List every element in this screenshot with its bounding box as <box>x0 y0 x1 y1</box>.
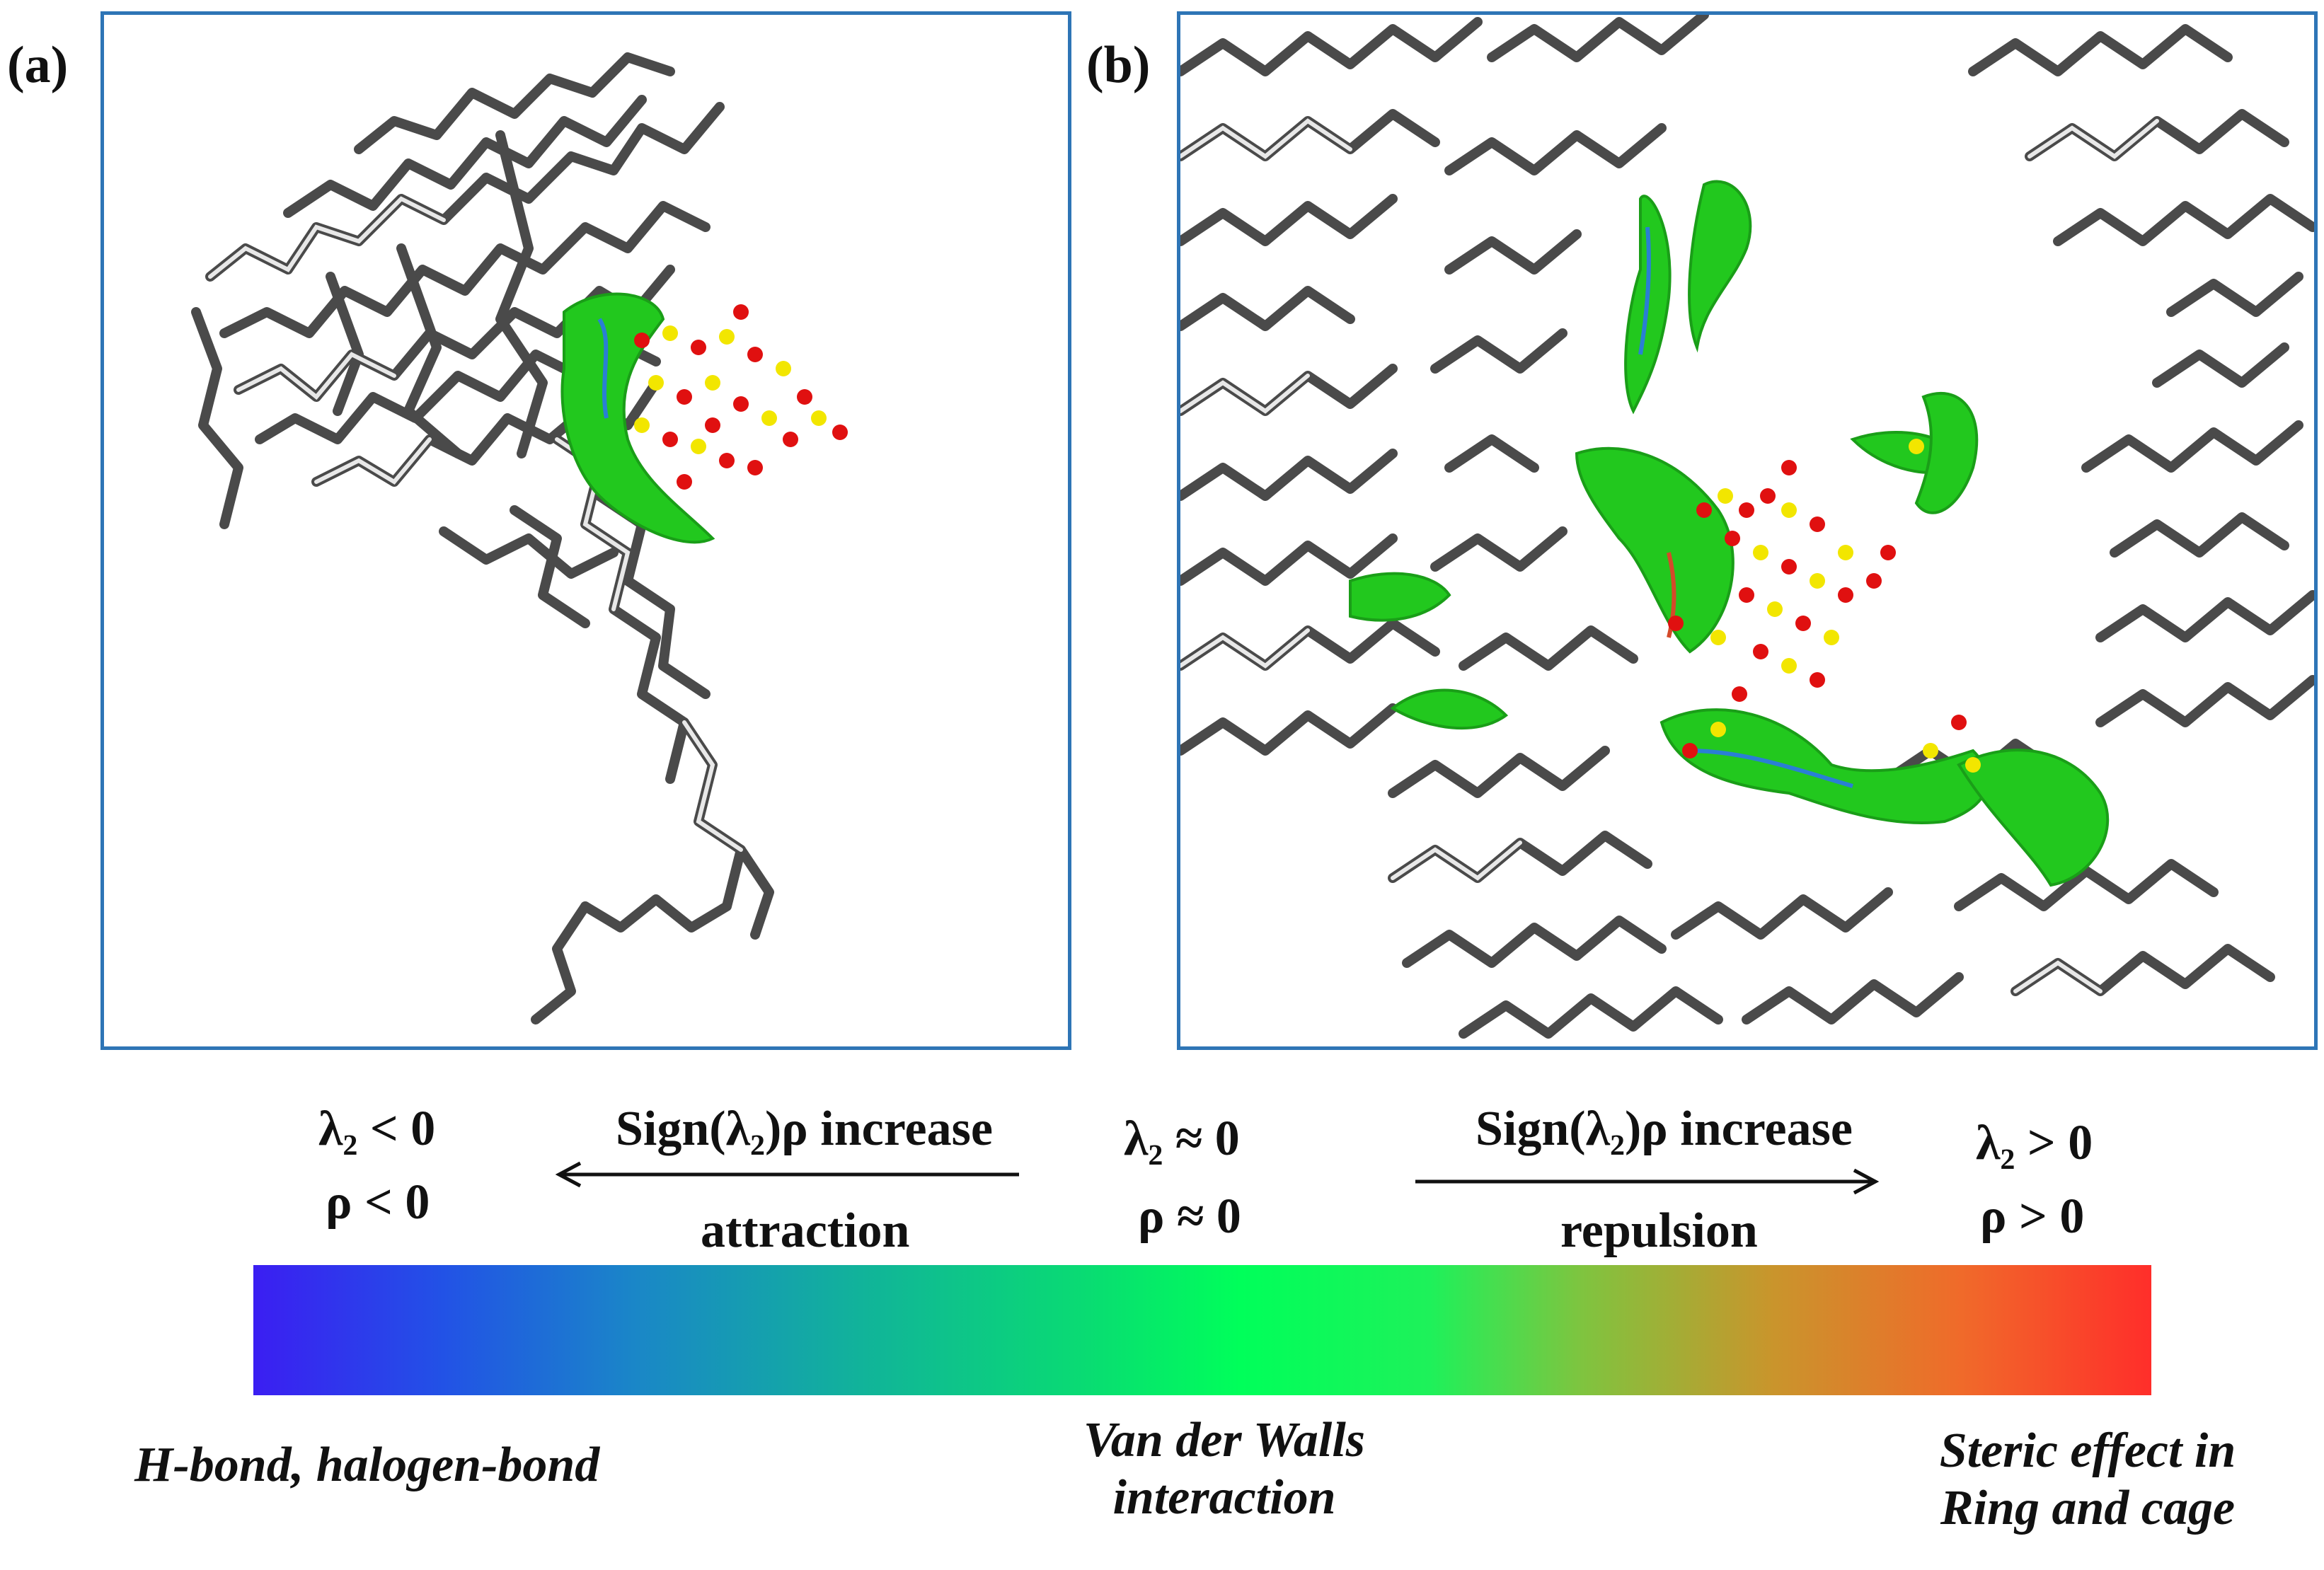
lambda-negative-label: λ₂ < 0 <box>318 1102 436 1156</box>
panel-a-frame <box>100 11 1071 1050</box>
panel-a-label: (a) <box>7 36 69 94</box>
attraction-label: attraction <box>701 1204 910 1258</box>
panel-b-label: (b) <box>1086 36 1151 94</box>
repulsion-arrow-label: Sign(λ₂)ρ increase <box>1475 1102 1853 1156</box>
repulsion-label: repulsion <box>1560 1204 1758 1258</box>
rho-zero-label: ρ ≈ 0 <box>1138 1189 1241 1244</box>
vdw-caption: Van der Walls interaction <box>1083 1413 1366 1525</box>
rho-positive-label: ρ > 0 <box>1980 1189 2085 1244</box>
panel-b-molecule-render <box>1180 15 2314 1039</box>
panel-a-molecule-render <box>191 52 848 1024</box>
steric-caption: Steric effect in Ring and cage <box>1939 1424 2236 1536</box>
panel-b-frame <box>1177 11 2318 1050</box>
rho-negative-label: ρ < 0 <box>326 1175 430 1230</box>
lambda-zero-label: λ₂ ≈ 0 <box>1124 1112 1240 1166</box>
attraction-arrow-label: Sign(λ₂)ρ increase <box>616 1102 993 1156</box>
attraction-arrow <box>555 1161 1019 1188</box>
rdg-color-bar <box>253 1265 2151 1395</box>
hbond-caption: H-bond, halogen-bond <box>134 1438 600 1492</box>
lambda-positive-label: λ₂ > 0 <box>1976 1116 2093 1170</box>
repulsion-arrow <box>1415 1168 1880 1195</box>
